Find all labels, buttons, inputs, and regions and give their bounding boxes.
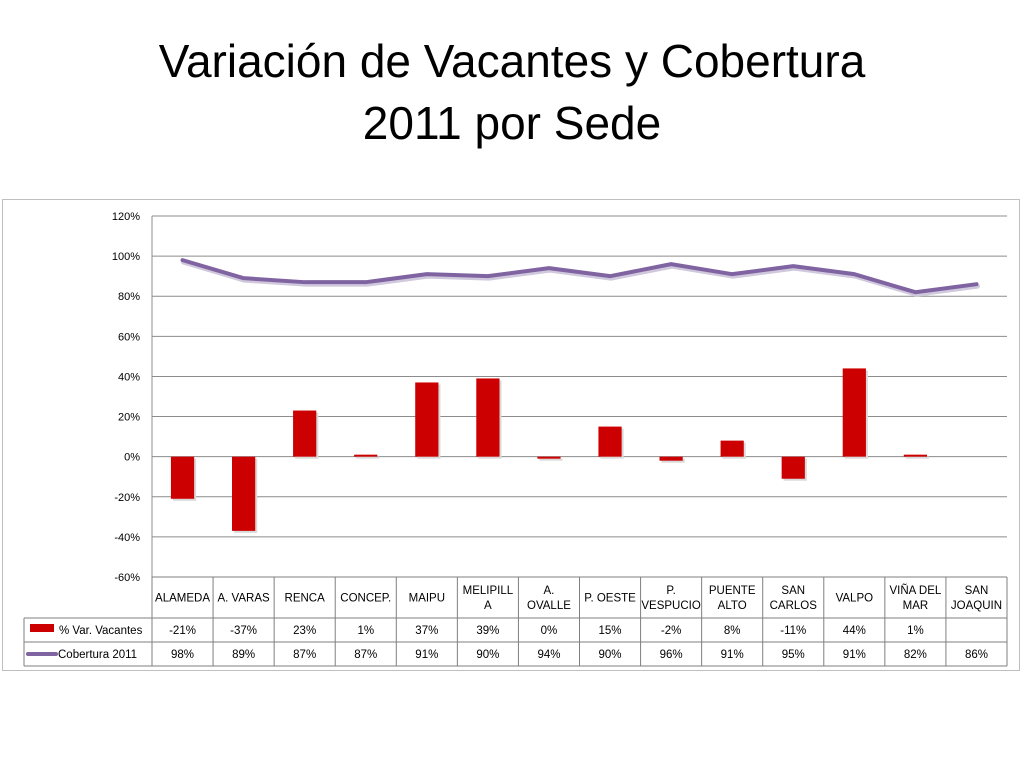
category-label: P. (666, 585, 675, 597)
bar-shadow (539, 459, 562, 461)
data-label: 91% (843, 649, 866, 661)
category-label: ALTO (718, 600, 747, 612)
category-label: SAN (965, 585, 989, 597)
bar (354, 455, 377, 457)
y-tick-label: -60% (114, 572, 140, 584)
category-label: VIÑA DEL (890, 584, 942, 597)
bar (171, 457, 194, 499)
category-label: P. OESTE (584, 593, 636, 605)
y-tick-label: -40% (114, 532, 140, 544)
data-label: 91% (415, 649, 438, 661)
y-tick-label: 40% (118, 371, 140, 383)
category-label: A. (544, 585, 555, 597)
category-label: VALPO (836, 593, 874, 605)
category-label: MAIPU (409, 593, 445, 605)
bar (598, 427, 621, 457)
category-label: ALAMEDA (155, 593, 210, 605)
y-tick-label: -20% (114, 492, 140, 504)
data-label: -2% (661, 625, 681, 637)
category-label: OVALLE (527, 600, 571, 612)
data-label: 98% (171, 649, 194, 661)
data-label: 1% (357, 625, 374, 637)
bar (415, 382, 438, 456)
data-label: 89% (232, 649, 255, 661)
category-label: VESPUCIO (641, 600, 700, 612)
data-label: 8% (724, 625, 741, 637)
bar (782, 457, 805, 479)
legend-label: Cobertura 2011 (58, 649, 137, 661)
data-label: 44% (843, 625, 866, 637)
data-label: 82% (904, 649, 927, 661)
bar-shadow (906, 457, 929, 459)
line-shadow (184, 262, 978, 294)
y-tick-label: 120% (112, 211, 140, 223)
category-label: A. VARAS (218, 593, 271, 605)
data-label: 87% (293, 649, 316, 661)
data-label: 94% (537, 649, 560, 661)
data-label: -21% (169, 625, 196, 637)
y-tick-label: 20% (118, 412, 140, 424)
legend-label: % Var. Vacantes (59, 625, 143, 637)
bar (721, 441, 744, 457)
category-label: PUENTE (709, 585, 756, 597)
bar (904, 455, 927, 457)
category-label: MAR (903, 600, 929, 612)
data-label: 91% (721, 649, 744, 661)
category-label: CARLOS (770, 600, 818, 612)
category-label: JOAQUIN (951, 600, 1002, 612)
bar (232, 457, 255, 531)
bar-shadow (356, 457, 379, 459)
y-tick-label: 0% (124, 452, 140, 464)
category-label: SAN (781, 585, 805, 597)
y-tick-label: 60% (118, 331, 140, 343)
data-label: 90% (599, 649, 622, 661)
data-label: 86% (965, 649, 988, 661)
data-label: 0% (541, 625, 558, 637)
y-tick-label: 80% (118, 291, 140, 303)
data-label: 23% (293, 625, 316, 637)
data-label: 1% (907, 625, 924, 637)
data-label: 39% (476, 625, 499, 637)
category-label: CONCEP. (340, 593, 391, 605)
data-label: 95% (782, 649, 805, 661)
bar (660, 457, 683, 461)
bar (843, 368, 866, 456)
data-label: 96% (660, 649, 683, 661)
y-tick-label: 100% (112, 251, 140, 263)
data-label: 15% (599, 625, 622, 637)
legend-key-bar (30, 624, 54, 632)
category-label: A (484, 600, 492, 612)
data-label: 87% (354, 649, 377, 661)
bar (293, 411, 316, 457)
bar (537, 457, 560, 459)
category-label: MELIPILL (463, 585, 514, 597)
data-label: 90% (476, 649, 499, 661)
data-label: -11% (780, 625, 806, 637)
bar (476, 378, 499, 456)
data-label: 37% (415, 625, 438, 637)
data-label: -37% (230, 625, 257, 637)
category-label: RENCA (285, 593, 326, 605)
